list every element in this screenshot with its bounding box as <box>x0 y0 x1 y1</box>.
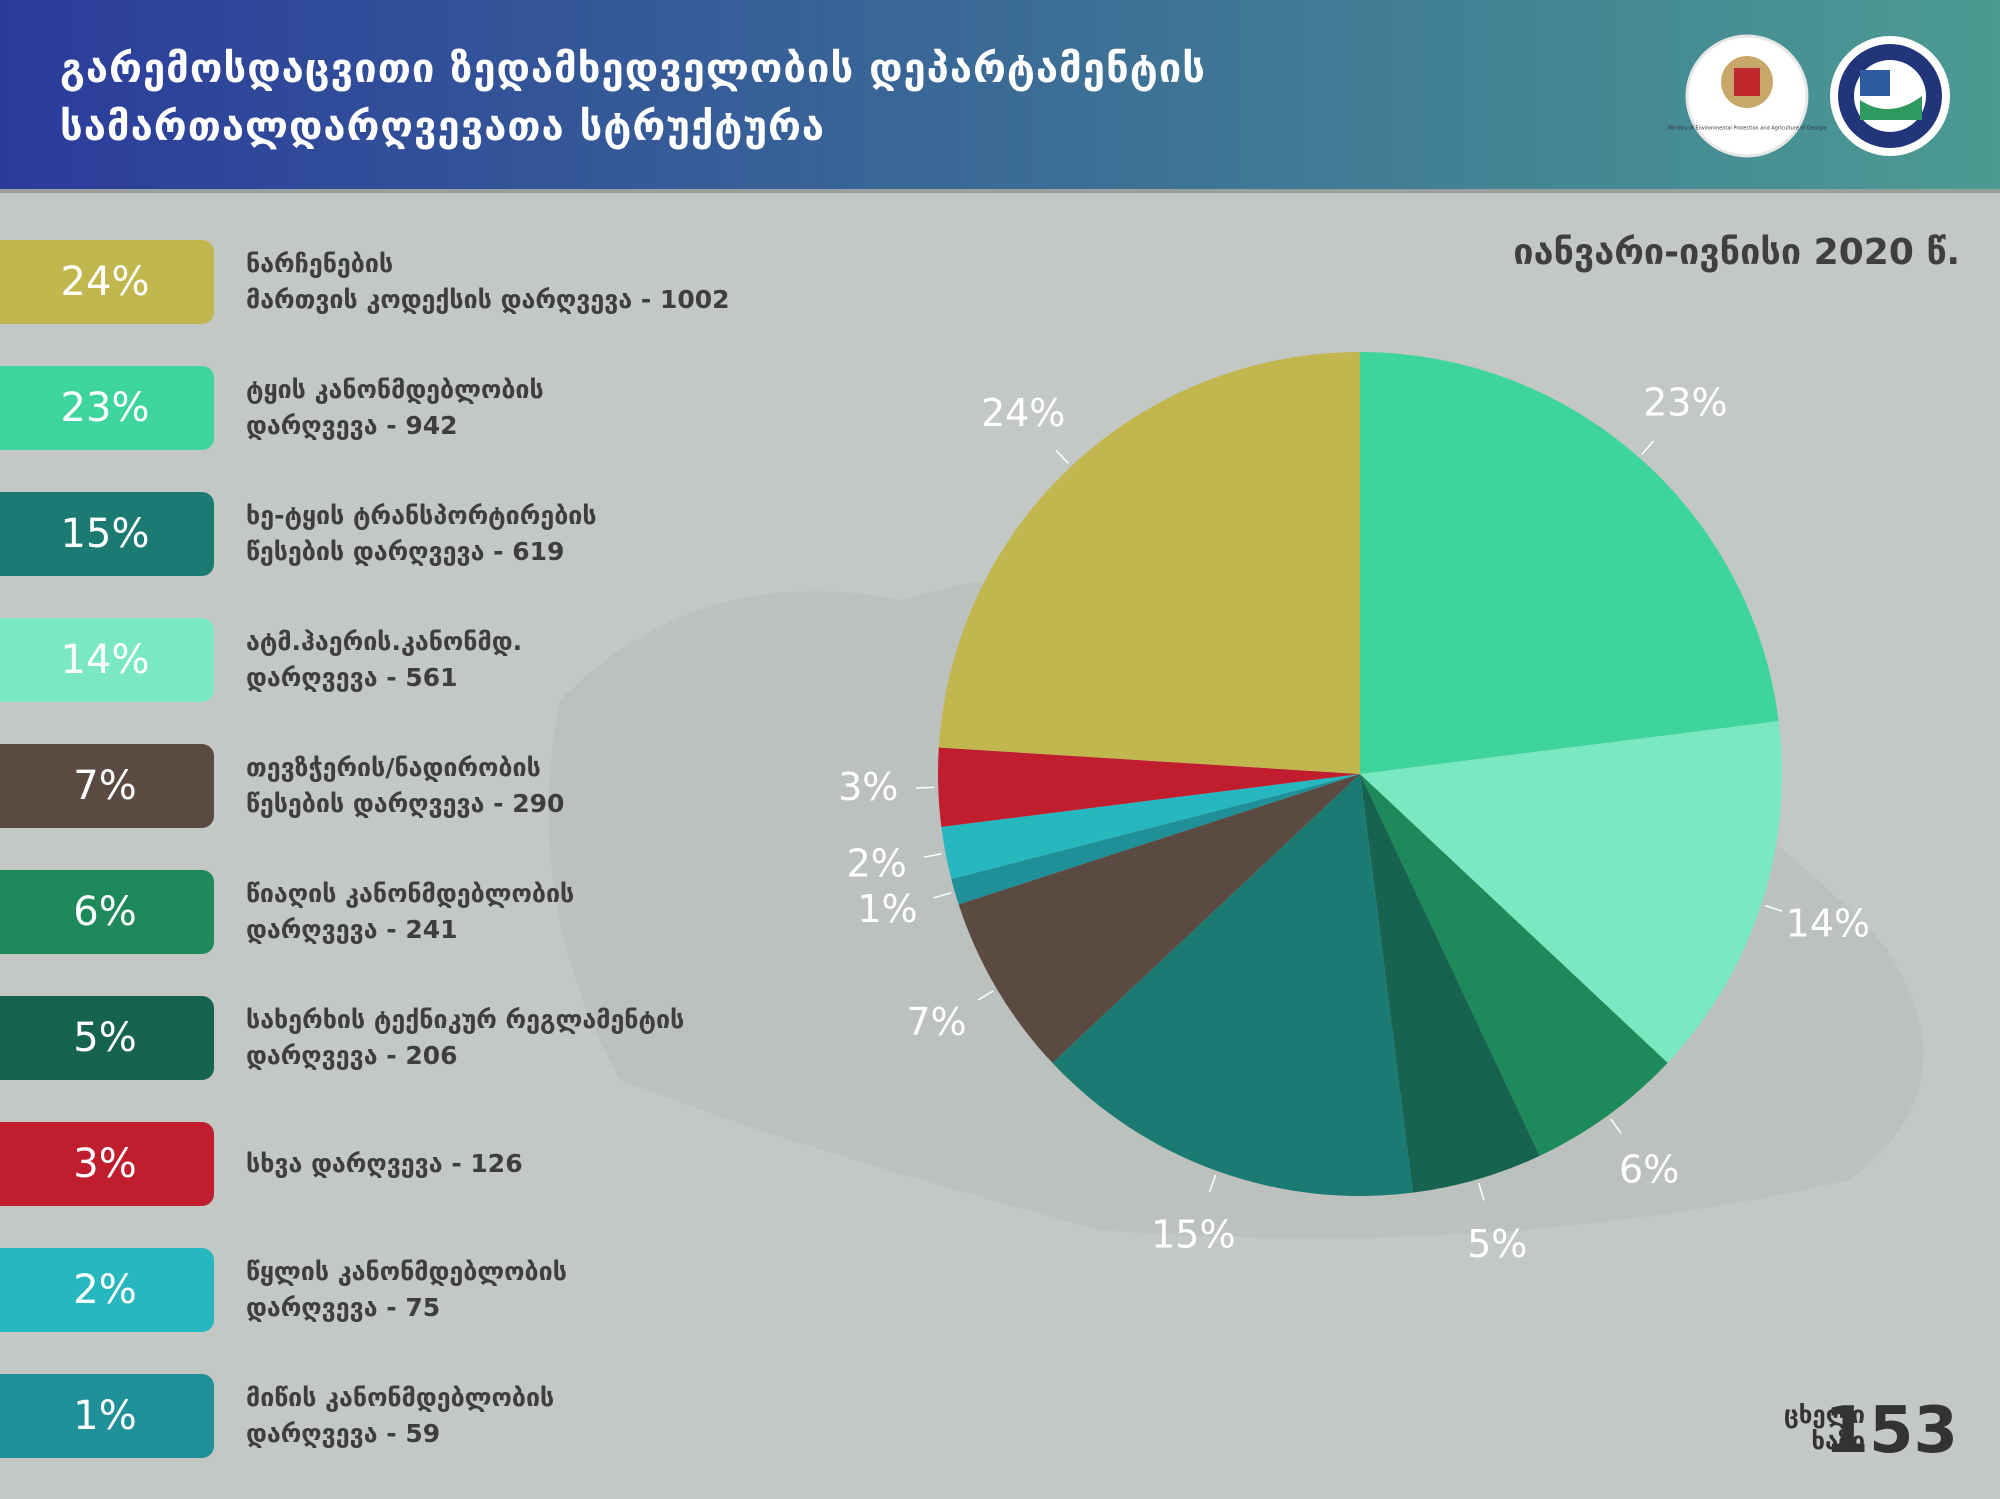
legend-label: წიაღის კანონმდებლობის დარღვევა - 241 <box>246 879 575 944</box>
header-shadow <box>0 189 2000 193</box>
legend-percent: 5% <box>73 1015 136 1061</box>
legend-label: ტყის კანონმდებლობის დარღვევა - 942 <box>246 375 544 440</box>
slice-label: 23% <box>1643 380 1727 424</box>
logo-ministry: Ministry of Environmental Protection and… <box>1668 34 1827 158</box>
subtitle: იანვარი-ივნისი 2020 წ. <box>1513 232 1960 273</box>
leader-line <box>923 853 942 858</box>
legend-label: მიწის კანონმდებლობის დარღვევა - 59 <box>246 1383 555 1448</box>
legend-label: წყლის კანონმდებლობის დარღვევა - 75 <box>246 1257 567 1322</box>
legend-pill <box>0 1374 214 1458</box>
legend-label: თევზჭერის/ნადირობის წესების დარღვევა - 2… <box>246 753 565 818</box>
legend-pill <box>0 1122 214 1206</box>
pie-slice <box>958 774 1360 1063</box>
slice-label: 2% <box>847 842 907 886</box>
pie-slice <box>1360 352 1779 774</box>
pie-slice <box>1360 721 1782 1063</box>
slice-label: 5% <box>1467 1222 1527 1266</box>
pie-slice <box>941 774 1360 879</box>
slice-label: 15% <box>1151 1212 1235 1256</box>
legend-percent: 15% <box>61 511 150 557</box>
leader-line <box>1641 440 1655 455</box>
legend-percent: 1% <box>73 1393 136 1439</box>
pie-slice <box>938 747 1360 827</box>
leader-line <box>1764 904 1783 912</box>
pie-slice <box>1360 774 1668 1156</box>
slice-label: 24% <box>981 391 1065 435</box>
legend-percent: 3% <box>73 1141 136 1187</box>
slice-label: 6% <box>1619 1148 1679 1192</box>
legend-percent: 14% <box>61 637 150 683</box>
title: გარემოსდაცვითი ზედამხედველობის დეპარტამე… <box>60 46 1206 150</box>
leader-line <box>933 892 952 899</box>
pie-slice <box>951 774 1360 905</box>
legend-pill <box>0 870 214 954</box>
legend-label: სხვა დარღვევა - 126 <box>246 1149 523 1178</box>
leader-line <box>1208 1174 1217 1193</box>
legend-pill <box>0 744 214 828</box>
legend-percent: 6% <box>73 889 136 935</box>
hotline-number: 153 <box>1824 1394 1958 1468</box>
legend-label: ნარჩენების მართვის კოდექსის დარღვევა - 1… <box>246 249 730 314</box>
legend-label: სახერხის ტექნიკურ რეგლამენტის დარღვევა -… <box>246 1005 685 1070</box>
legend-pill <box>0 996 214 1080</box>
logo-text: Ministry of Environmental Protection and… <box>1668 126 1827 132</box>
leader-line <box>916 786 935 789</box>
leader-line <box>977 990 994 1001</box>
legend-label: ატმ.ჰაერის.კანონმდ. დარღვევა - 561 <box>246 627 523 692</box>
leader-line <box>1609 1118 1622 1134</box>
slice-label: 1% <box>857 887 917 931</box>
legend-percent: 23% <box>61 385 150 431</box>
legend-percent: 2% <box>73 1267 136 1313</box>
legend-pill <box>0 492 214 576</box>
slice-label: 14% <box>1786 902 1870 946</box>
legend-percent: 24% <box>61 259 150 305</box>
pie-slice <box>1360 774 1540 1193</box>
logo-department <box>1830 36 1950 156</box>
hotline-label: ცხელი ხაზი <box>1783 1401 1865 1455</box>
legend-pill <box>0 618 214 702</box>
legend-pill <box>0 366 214 450</box>
legend-pill <box>0 240 214 324</box>
leader-line <box>1055 449 1069 464</box>
pie-slice <box>938 352 1360 774</box>
legend-percent: 7% <box>73 763 136 809</box>
slice-label: 7% <box>906 1000 966 1044</box>
header-bar <box>0 0 2000 189</box>
pie-slice <box>1052 774 1413 1196</box>
leader-line <box>1478 1182 1485 1201</box>
legend-label: ხე-ტყის ტრანსპორტირების წესების დარღვევა… <box>246 501 597 566</box>
slice-label: 3% <box>838 765 898 809</box>
legend-pill <box>0 1248 214 1332</box>
